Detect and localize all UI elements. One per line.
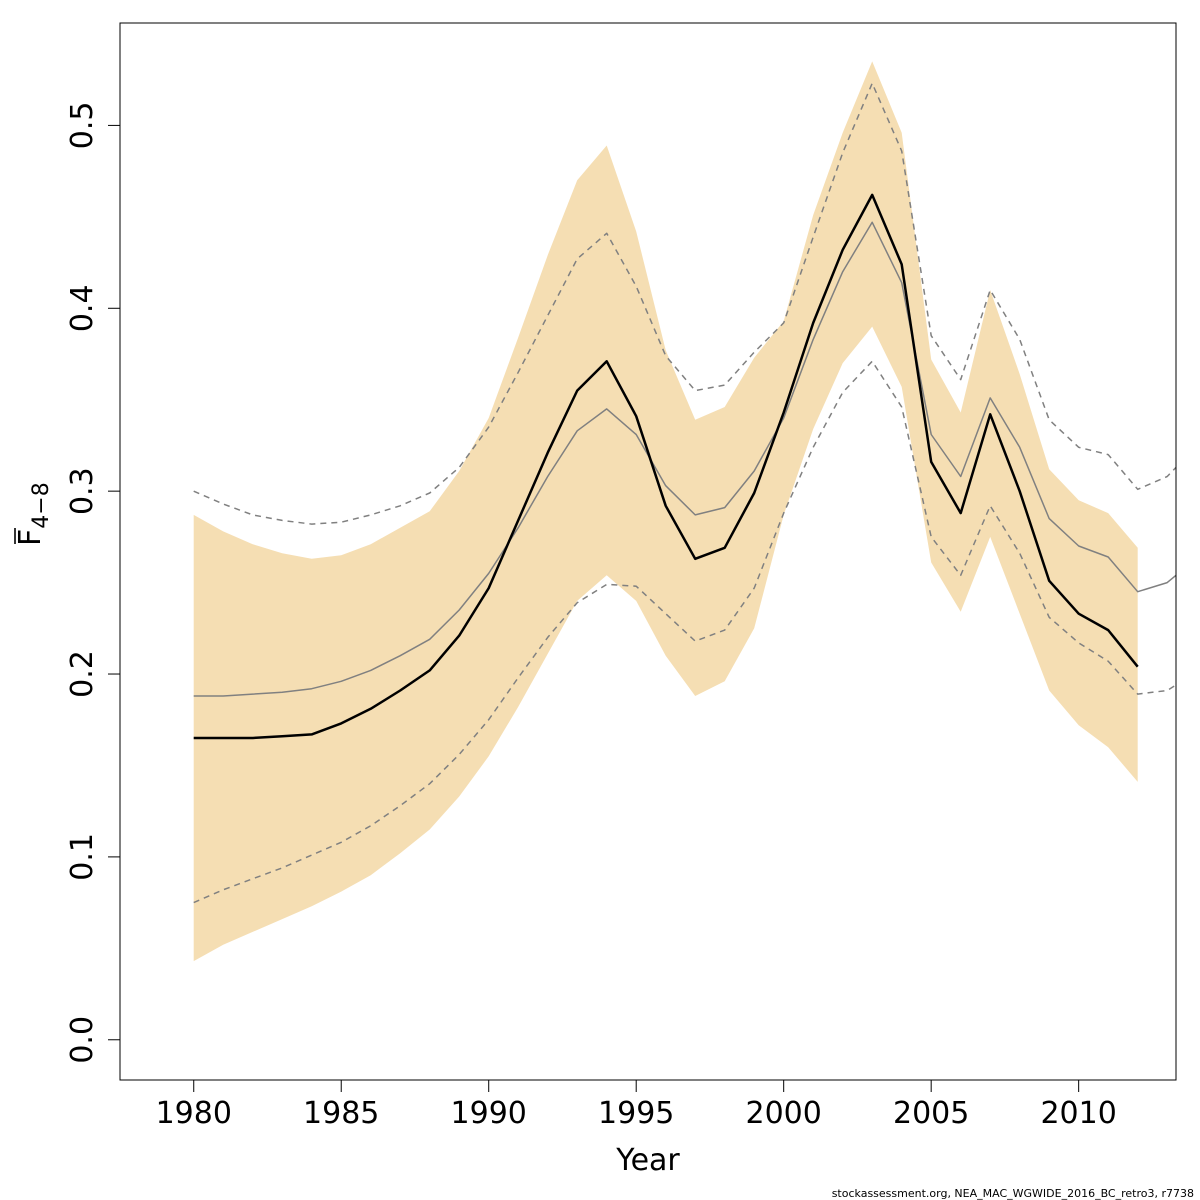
- footer-note: stockassessment.org, NEA_MAC_WGWIDE_2016…: [832, 1187, 1194, 1200]
- y-tick-label: 0.4: [65, 284, 100, 332]
- y-axis-title-main: F: [13, 529, 48, 546]
- y-tick-label: 0.3: [65, 467, 100, 515]
- confidence-band: [193, 61, 1138, 962]
- series-line-retro-mean: [193, 221, 1176, 697]
- x-tick-label: 1985: [303, 1096, 379, 1131]
- series-line-estimate: [193, 193, 1139, 740]
- x-tick-label: 1995: [598, 1096, 674, 1131]
- series-line-retro-upper: [193, 82, 1176, 525]
- x-tick-label: 1990: [451, 1096, 527, 1131]
- x-tick-label: 2000: [746, 1096, 822, 1131]
- y-tick-label: 0.0: [65, 1016, 100, 1064]
- svg-text:F4−8: F4−8: [13, 482, 54, 546]
- x-tick-label: 2005: [893, 1096, 969, 1131]
- y-axis-title: F4−8: [13, 482, 54, 546]
- x-axis: 1980 1985 1990 1995 2000 2005 2010: [156, 1079, 1117, 1131]
- y-tick-label: 0.1: [65, 833, 100, 881]
- y-tick-label: 0.5: [65, 102, 100, 150]
- x-tick-label: 2010: [1040, 1096, 1116, 1131]
- y-axis: 0.0 0.1 0.2 0.3 0.4 0.5: [65, 102, 121, 1064]
- y-axis-title-subscript: 4−8: [29, 482, 54, 528]
- x-tick-label: 1980: [156, 1096, 232, 1131]
- x-axis-title: Year: [615, 1143, 680, 1178]
- y-tick-label: 0.2: [65, 650, 100, 698]
- series-line-retro-lower: [193, 360, 1176, 904]
